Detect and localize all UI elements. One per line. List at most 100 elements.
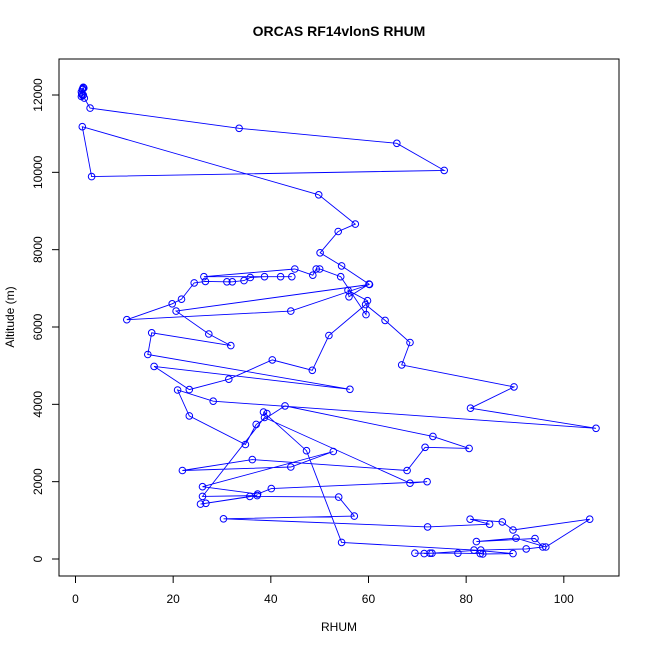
series-line xyxy=(80,87,597,555)
data-point xyxy=(219,515,228,523)
data-point xyxy=(267,484,276,493)
data-point xyxy=(309,271,317,280)
data-point xyxy=(240,276,248,285)
data-point xyxy=(470,546,478,554)
data-point xyxy=(362,310,370,319)
data-point xyxy=(476,549,485,558)
data-point xyxy=(423,523,432,531)
data-point xyxy=(263,409,271,418)
data-point xyxy=(403,466,411,475)
data-point xyxy=(80,94,89,102)
data-point xyxy=(315,265,324,273)
data-point xyxy=(223,278,231,286)
data-point xyxy=(334,493,343,501)
data-point xyxy=(86,104,94,112)
data-point xyxy=(585,515,594,524)
x-axis: 0 20 40 60 80 100 xyxy=(72,575,574,606)
data-point xyxy=(365,280,374,289)
data-point xyxy=(259,408,268,416)
data-point xyxy=(276,272,285,281)
y-tick-label: 0 xyxy=(31,555,45,562)
data-point xyxy=(172,307,180,315)
data-point xyxy=(198,482,207,491)
y-axis: 0 2000 4000 6000 8000 10000 12000 xyxy=(31,78,60,562)
data-point xyxy=(246,492,254,501)
data-point xyxy=(337,538,346,547)
y-tick-label: 8000 xyxy=(31,236,45,263)
data-point xyxy=(466,404,475,413)
data-point xyxy=(531,534,539,543)
data-point xyxy=(200,272,208,281)
data-point xyxy=(78,122,87,131)
data-point xyxy=(346,385,354,394)
data-point xyxy=(168,300,176,308)
data-point xyxy=(252,420,261,429)
data-point xyxy=(465,444,473,453)
data-point xyxy=(246,273,255,282)
data-point xyxy=(312,265,321,273)
data-point xyxy=(260,413,269,422)
data-point xyxy=(351,220,360,228)
data-point xyxy=(466,515,474,524)
data-point xyxy=(173,386,182,394)
data-point xyxy=(393,139,401,148)
y-tick-label: 6000 xyxy=(31,313,45,340)
data-point xyxy=(329,447,338,456)
data-point xyxy=(336,272,345,281)
x-tick-label: 60 xyxy=(362,592,376,606)
data-point xyxy=(454,549,462,558)
data-series xyxy=(77,83,600,558)
data-point xyxy=(281,402,289,410)
data-point xyxy=(260,272,269,281)
data-point xyxy=(509,526,517,534)
y-tick-label: 10000 xyxy=(31,155,45,189)
data-point xyxy=(248,455,257,464)
data-point xyxy=(472,537,481,546)
data-point xyxy=(314,191,323,199)
data-point xyxy=(147,329,156,337)
data-point xyxy=(429,432,437,441)
data-point xyxy=(420,549,429,558)
data-point xyxy=(205,330,213,338)
data-point xyxy=(185,385,194,394)
data-point xyxy=(426,549,434,558)
plot-frame xyxy=(58,58,620,577)
data-point xyxy=(485,520,494,529)
data-point xyxy=(337,262,346,270)
data-point xyxy=(235,124,243,133)
data-point xyxy=(209,397,217,406)
data-point xyxy=(381,316,389,325)
data-point xyxy=(539,543,547,551)
data-point xyxy=(428,549,436,558)
data-point xyxy=(344,286,352,295)
data-point xyxy=(440,166,449,175)
data-point xyxy=(87,172,96,181)
x-tick-label: 20 xyxy=(166,592,180,606)
data-point xyxy=(178,466,187,475)
data-point xyxy=(287,463,295,471)
data-point xyxy=(241,440,250,449)
data-point xyxy=(397,361,406,369)
data-point xyxy=(150,362,158,371)
data-point xyxy=(201,277,210,286)
data-point xyxy=(268,356,277,364)
data-point xyxy=(228,278,237,286)
data-point xyxy=(334,227,343,236)
x-axis-label: RHUM xyxy=(321,620,357,634)
data-point xyxy=(144,350,152,359)
data-point xyxy=(287,307,295,315)
data-point xyxy=(592,424,600,433)
y-tick-label: 4000 xyxy=(31,391,45,418)
x-tick-label: 40 xyxy=(264,592,278,606)
data-point xyxy=(423,477,431,486)
data-point xyxy=(196,500,205,508)
data-point xyxy=(185,412,194,420)
data-point xyxy=(411,549,419,558)
chart-title: ORCAS RF14vlonS RHUM xyxy=(253,23,426,39)
data-point xyxy=(325,331,333,340)
data-point xyxy=(406,338,414,347)
data-point xyxy=(190,279,198,287)
data-point xyxy=(522,545,531,553)
data-point xyxy=(406,479,414,488)
data-point xyxy=(498,518,507,526)
